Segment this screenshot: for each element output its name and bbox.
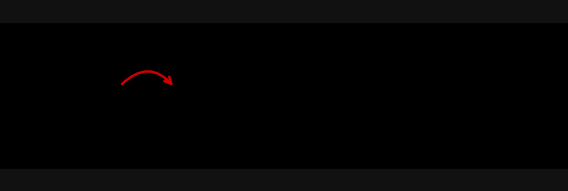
- Text: K: K: [91, 82, 108, 100]
- Text: ]: ]: [454, 78, 465, 104]
- Text: ··: ··: [183, 70, 189, 79]
- Text: [: [: [403, 78, 414, 104]
- Text: +: +: [471, 83, 485, 100]
- Text: [K]: [K]: [324, 82, 356, 100]
- Text: potassium: potassium: [74, 136, 146, 150]
- Text: energy: energy: [481, 83, 539, 100]
- Text: +: +: [118, 100, 127, 110]
- Text: I: I: [181, 82, 190, 100]
- Text: iodine: iodine: [163, 136, 207, 150]
- Text: ·: ·: [167, 82, 173, 100]
- Text: one electron is transferred: one electron is transferred: [75, 36, 265, 50]
- Text: ··: ··: [432, 104, 438, 112]
- Text: I: I: [431, 82, 440, 100]
- Text: ··: ··: [183, 104, 189, 112]
- Text: +: +: [383, 83, 397, 100]
- Text: :: :: [420, 84, 424, 98]
- Text: +: +: [353, 74, 363, 84]
- Text: :: :: [446, 84, 450, 98]
- Text: :: :: [198, 83, 204, 100]
- Text: ··: ··: [432, 70, 438, 79]
- Text: −: −: [462, 69, 472, 82]
